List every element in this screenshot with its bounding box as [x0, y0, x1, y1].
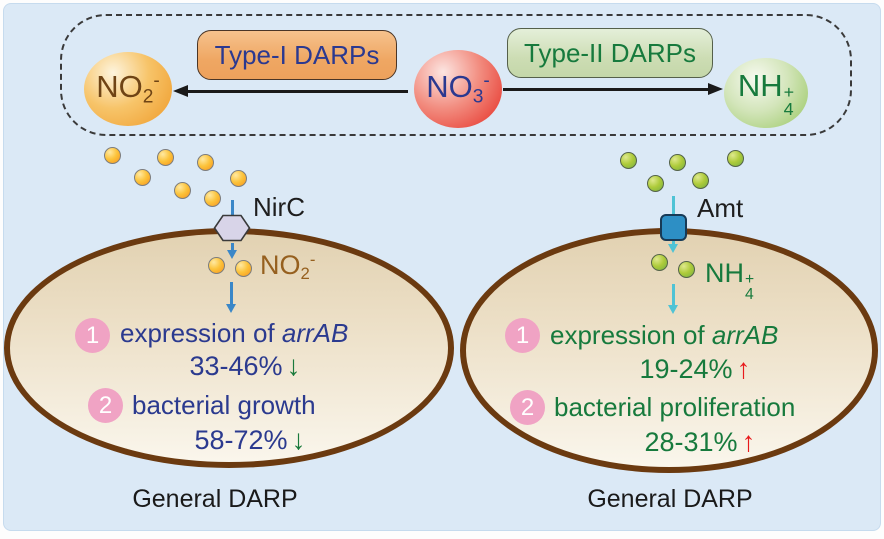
- right-signal-arrow-line: [672, 284, 675, 306]
- decrease-arrow-icon: ↓: [286, 350, 301, 381]
- left-step-2-text: bacterial growth: [132, 390, 316, 420]
- arrow-no3-to-no2-line: [186, 90, 408, 93]
- internal-nitrite-dot: [208, 257, 225, 274]
- ammonium-dot: [669, 154, 686, 171]
- arrow-no3-to-nh4-line: [503, 88, 709, 91]
- left-step-1-value: 33-46% ↓: [189, 350, 301, 381]
- internal-ammonium-dot: [651, 254, 668, 271]
- left-signal-arrow-head-icon: [226, 304, 236, 313]
- arrow-no3-to-no2-head-icon: [173, 85, 188, 97]
- nitrite-formula: NO2-: [96, 69, 160, 108]
- nitrite-dot: [230, 170, 247, 187]
- right-step-1-badge: 1: [505, 318, 540, 353]
- nitrite-dot: [197, 154, 214, 171]
- nitrite-dot: [104, 147, 121, 164]
- ammonium-dot: [727, 150, 744, 167]
- decrease-arrow-icon: ↓: [291, 424, 306, 455]
- ammonium-dot: [647, 175, 664, 192]
- nitrite-uptake-line: [231, 200, 234, 215]
- left-step-2-badge: 2: [88, 388, 123, 423]
- nitrite-dot: [157, 149, 174, 166]
- reaction-dashed-box: [60, 14, 852, 136]
- left-cell-caption: General DARP: [132, 485, 298, 513]
- internal-nitrite-dot: [235, 260, 252, 277]
- ammonium-formula: NH +4: [737, 67, 795, 120]
- right-signal-arrow-head-icon: [668, 305, 678, 314]
- internal-ammonium-dot: [678, 261, 695, 278]
- left-step-2-value: 58-72% ↓: [194, 424, 306, 455]
- internal-nitrite-label: NO2-: [260, 250, 316, 283]
- ammonium-dot: [620, 152, 637, 169]
- nitrate-molecule: NO3-: [414, 50, 502, 128]
- increase-arrow-icon: ↑: [736, 353, 751, 384]
- right-step-1-text: expression of arrAB: [550, 320, 779, 350]
- type1-darps-label: Type-I DARPs: [214, 39, 380, 70]
- type1-darps-box: Type-I DARPs: [197, 30, 397, 80]
- nitrite-molecule: NO2-: [84, 52, 172, 126]
- arrow-no3-to-nh4-head-icon: [708, 83, 723, 95]
- right-step-2-text: bacterial proliferation: [554, 392, 796, 422]
- nitrate-formula: NO3-: [426, 69, 490, 108]
- internal-ammonium-label: NH +4: [705, 258, 755, 303]
- nirc-transporter-label: NirC: [253, 192, 305, 222]
- left-step-1-text: expression of arrAB: [120, 318, 349, 348]
- nitrite-dot: [134, 169, 151, 186]
- nitrite-entry-arrow-line: [231, 243, 234, 251]
- amt-transporter-label: Amt: [697, 193, 744, 223]
- left-signal-arrow-line: [230, 282, 233, 305]
- nirc-hexagon-icon: [213, 214, 251, 242]
- increase-arrow-icon: ↑: [741, 426, 756, 457]
- ammonium-entry-arrow-head-icon: [668, 244, 678, 253]
- right-step-2-badge: 2: [510, 390, 545, 425]
- right-step-1-value: 19-24% ↑: [639, 353, 751, 384]
- nitrite-dot: [174, 182, 191, 199]
- type2-darps-box: Type-II DARPs: [507, 28, 713, 78]
- nitrite-dot: [204, 190, 221, 207]
- right-cell-caption: General DARP: [587, 485, 753, 513]
- nitrite-entry-arrow-head-icon: [227, 250, 237, 259]
- ammonium-dot: [692, 172, 709, 189]
- right-step-2-value: 28-31% ↑: [644, 426, 756, 457]
- type2-darps-label: Type-II DARPs: [524, 37, 696, 68]
- left-step-1-badge: 1: [75, 318, 110, 353]
- ammonium-molecule: NH +4: [724, 58, 808, 128]
- amt-square-icon: [660, 214, 687, 241]
